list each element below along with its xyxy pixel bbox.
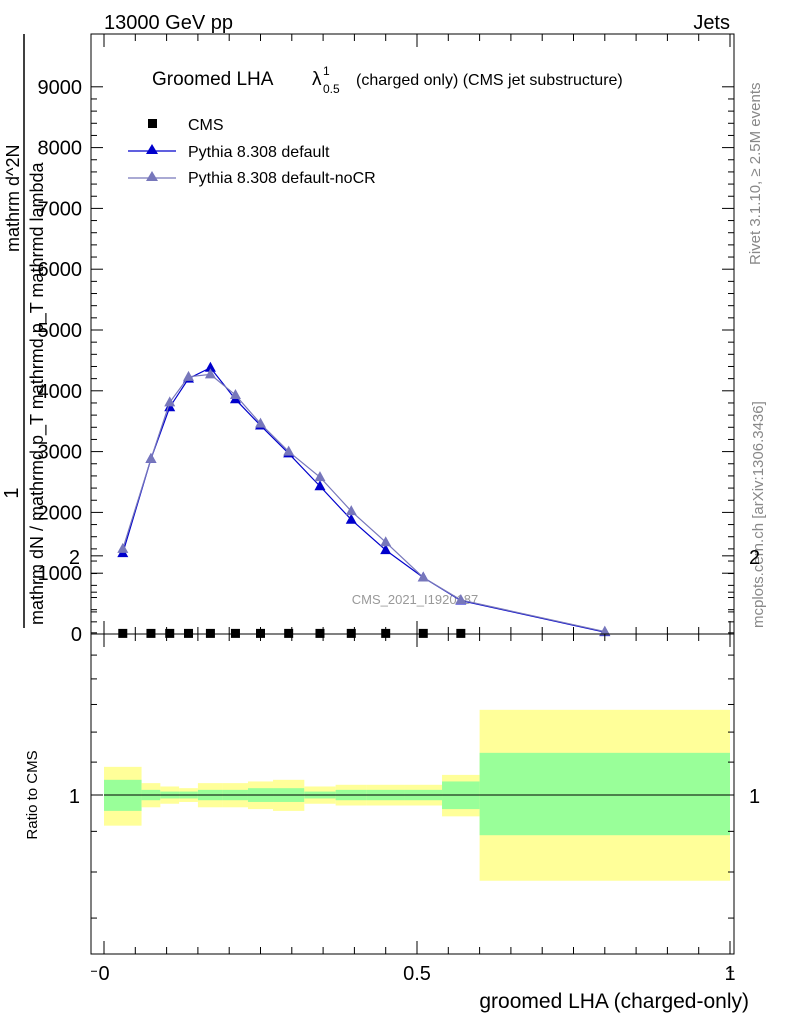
legend-nocr-label: Pythia 8.308 default-noCR — [188, 170, 376, 187]
cms-data-point — [256, 628, 265, 638]
legend: CMS Pythia 8.308 default Pythia 8.308 de… — [128, 117, 376, 187]
x-axis-label: groomed LHA (charged-only) — [479, 990, 749, 1013]
x-tick-label: 1 — [724, 963, 735, 985]
chart-title-lambda-sub: 0.5 — [323, 82, 340, 96]
main-y-tick-label: 4000 — [38, 381, 83, 403]
chart-title-suffix: (charged only) (CMS jet substructure) — [356, 72, 623, 89]
pythia-nocr-point — [455, 593, 467, 604]
legend-nocr-marker — [146, 171, 158, 181]
y-label-denominator: mathrm dN / mathrmd p_T mathrmd p_T math… — [27, 162, 48, 625]
cms-data-point — [381, 628, 391, 638]
pythia-default-point — [380, 544, 392, 555]
cms-data-point — [418, 628, 428, 638]
watermark-analysis-id: CMS_2021_I1920187 — [352, 592, 479, 607]
main-y-tick-label: 0 — [71, 624, 82, 646]
y-label-numerator: 1 — [1, 487, 23, 498]
ratio-x-tick-labels: 0 0.5 1 — [98, 963, 735, 985]
pythia-default-point — [204, 361, 216, 372]
chart-title-main: Groomed LHA — [152, 69, 274, 90]
x-tick-label: 0.5 — [403, 963, 431, 985]
pythia-nocr-point — [417, 571, 429, 582]
main-y-tick-label: 7000 — [38, 198, 83, 220]
x-tick-label: 0 — [98, 963, 109, 985]
pythia-nocr-point — [164, 396, 176, 407]
main-y-tick-label: 1000 — [38, 563, 83, 585]
ratio-y-tick-label-right: 2 — [749, 547, 760, 569]
ratio-y-tick-label: 2 — [69, 547, 80, 569]
ratio-stat-band — [479, 752, 730, 836]
ratio-y-tick-label-right: 1 — [749, 786, 760, 808]
cms-data-point — [284, 628, 294, 638]
main-series-layer — [117, 361, 611, 638]
y-label-d2n: mathrm d^2N — [3, 145, 23, 252]
cms-data-point — [346, 628, 356, 638]
legend-default-label: Pythia 8.308 default — [188, 144, 330, 161]
pythia-nocr-line — [122, 373, 605, 633]
chart-title: Groomed LHA λ 1 0.5 (charged only) (CMS … — [152, 64, 623, 96]
legend-cms-label: CMS — [188, 117, 224, 134]
pythia-default-point — [345, 513, 357, 524]
pythia-default-point — [314, 480, 326, 491]
pythia-nocr-point — [314, 471, 326, 482]
main-y-tick-labels: 0 1000 2000 3000 4000 5000 6000 7000 8000 9000 — [38, 77, 83, 646]
main-y-tick-label: 5000 — [38, 320, 83, 342]
pythia-nocr-point — [283, 445, 295, 456]
pythia-nocr-point — [145, 452, 157, 463]
header-energy-label: 13000 GeV pp — [104, 12, 233, 34]
pythia-nocr-point — [229, 389, 241, 400]
cms-data-point — [184, 628, 194, 638]
pythia-nocr-point — [599, 625, 611, 636]
cms-data-point — [205, 628, 215, 638]
main-y-axis-label: 1 mathrm dN / mathrmd p_T mathrmd p_T ma… — [1, 34, 48, 628]
pythia-nocr-point — [380, 536, 392, 547]
chart-title-lambda: λ — [312, 69, 322, 90]
pythia-nocr-point — [345, 505, 357, 516]
main-y-tick-label: 2000 — [38, 502, 83, 524]
cms-data-point — [118, 628, 128, 638]
mcplots-label: mcplots.cern.ch [arXiv:1306.3436] — [750, 401, 767, 628]
main-y-tick-label: 3000 — [38, 442, 83, 464]
cms-data-point — [315, 628, 325, 638]
chart-title-lambda-sup: 1 — [323, 64, 330, 78]
pythia-nocr-point — [255, 417, 266, 428]
ratio-y-tick-label: 1 — [69, 786, 80, 808]
ratio-axis-ticks — [91, 555, 734, 972]
main-axis-ticks — [91, 34, 734, 635]
legend-default-marker — [146, 144, 158, 154]
cms-data-point — [146, 628, 156, 638]
main-y-tick-label: 6000 — [38, 259, 83, 281]
cms-data-point — [230, 628, 240, 638]
main-y-tick-label: 8000 — [38, 138, 83, 160]
pythia-nocr-point — [117, 542, 129, 553]
rivet-version-label: Rivet 3.1.10, ≥ 2.5M events — [747, 83, 764, 266]
pythia-nocr-point — [204, 368, 216, 379]
pythia-nocr-point — [183, 370, 195, 381]
ratio-plot-frame — [90, 633, 735, 955]
ratio-y-tick-labels: 0.50.51122 — [69, 547, 760, 808]
cms-data-point — [456, 628, 466, 638]
legend-cms-marker — [148, 119, 157, 128]
cms-data-point — [165, 628, 175, 638]
header-jets-label: Jets — [693, 12, 730, 34]
main-y-tick-label: 9000 — [38, 77, 83, 99]
ratio-y-axis-label: Ratio to CMS — [24, 750, 41, 839]
